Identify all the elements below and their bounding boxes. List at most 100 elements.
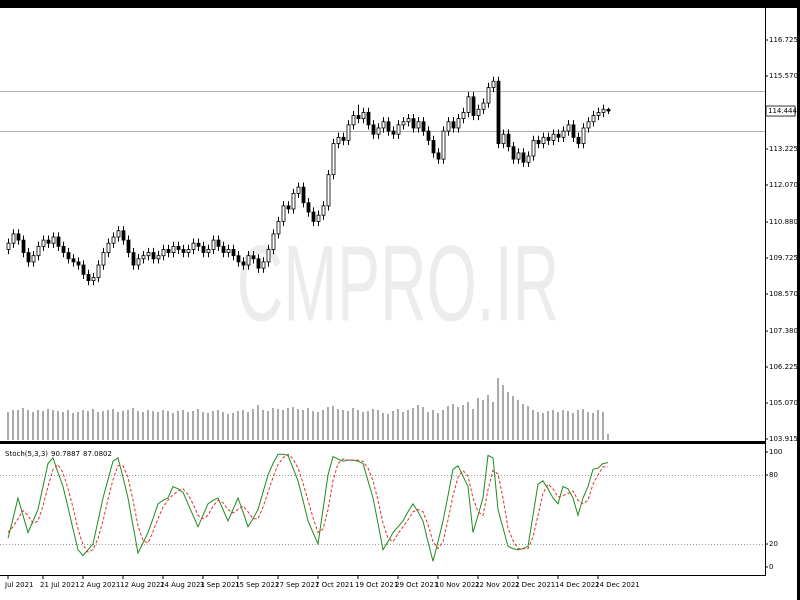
volume-bar (212, 411, 214, 440)
volume-bar (67, 410, 69, 440)
volume-bar (517, 400, 519, 440)
stoch-label: Stoch(5,3,3) 90.7887 87.0802 (5, 450, 112, 458)
candle-body (241, 261, 246, 266)
candle-body (496, 80, 501, 144)
candle-body (216, 239, 221, 247)
candle-body (211, 239, 216, 250)
candle-body (551, 133, 556, 141)
x-tick-label: 2 Dec 2021 (515, 581, 555, 589)
volume-bar (297, 409, 299, 440)
candle-body (561, 130, 566, 138)
candle-body (141, 255, 146, 260)
volume-bar (307, 408, 309, 440)
x-tick-label: 2 Aug 2021 (80, 581, 120, 589)
volume-bar (417, 405, 419, 440)
candle-body (296, 186, 301, 194)
volume-bar (337, 409, 339, 440)
candle-body (86, 273, 91, 282)
volume-bar (117, 412, 119, 440)
volume-bar (397, 409, 399, 440)
volume-bar (62, 412, 64, 440)
volume-bar (77, 412, 79, 440)
candle-body (111, 236, 116, 244)
volume-bar (607, 434, 609, 440)
volume-bar (402, 412, 404, 440)
candle-body (6, 242, 11, 250)
volume-bar (127, 410, 129, 440)
candle-body (171, 245, 176, 253)
stoch-k-value: 90.7887 (51, 450, 80, 458)
volume-bar (287, 408, 289, 440)
candle-body (326, 174, 331, 207)
volume-bar (232, 413, 234, 440)
volume-bar (17, 410, 19, 440)
volume-bar (167, 411, 169, 440)
volume-bar (602, 412, 604, 440)
candle-body (571, 124, 576, 138)
volume-bar (197, 409, 199, 440)
candle-body (396, 124, 401, 135)
stoch-k-line (7, 453, 609, 562)
volume-bar (487, 395, 489, 440)
x-tick-label: 7 Oct 2021 (315, 581, 354, 589)
y-tick-label: 105.070 (769, 399, 798, 407)
volume-bar (482, 400, 484, 440)
x-tick-label: Jul 2021 (4, 581, 34, 589)
candle-body (106, 242, 111, 253)
candle-body (261, 261, 266, 269)
y-tick-label: 100 (769, 448, 782, 456)
candle-body (596, 111, 601, 116)
x-tick-label: 14 Dec 2021 (555, 581, 600, 589)
candle-body (456, 118, 461, 129)
candle-body (601, 108, 606, 113)
volume-bar (372, 409, 374, 440)
candle-body (41, 239, 46, 247)
volume-bar (582, 409, 584, 440)
y-tick-label: 109.725 (769, 254, 798, 262)
candle-body (51, 236, 56, 244)
x-tick-label: 19 Oct 2021 (355, 581, 398, 589)
volume-bar (262, 410, 264, 440)
volume-bar (302, 410, 304, 440)
candle-body (191, 242, 196, 250)
candle-body (576, 136, 581, 144)
candle-body (376, 127, 381, 135)
candle-body (591, 115, 596, 123)
x-tick-label: 24 Aug 2021 (160, 581, 205, 589)
x-tick-label: 22 Nov 2021 (475, 581, 520, 589)
volume-bar (537, 412, 539, 440)
volume-bar (472, 409, 474, 440)
volume-bar (392, 411, 394, 440)
candle-body (316, 214, 321, 222)
volume-bar (57, 411, 59, 440)
volume-bar (492, 402, 494, 440)
candle-body (391, 130, 396, 135)
candle-body (526, 155, 531, 163)
volume-bar (437, 413, 439, 440)
volume-bar (382, 413, 384, 440)
candle-body (271, 233, 276, 250)
candle-body (436, 152, 441, 160)
volume-bar (32, 412, 34, 440)
volume-bar (567, 411, 569, 440)
volume-bar (572, 413, 574, 440)
y-tick-label: 103.915 (769, 435, 798, 443)
volume-bar (222, 412, 224, 440)
candle-body (281, 205, 286, 222)
x-tick-label: 24 Dec 2021 (595, 581, 640, 589)
candle-body (46, 239, 51, 244)
volume-bar (462, 405, 464, 440)
volume-bar (192, 411, 194, 440)
volume-bar (497, 378, 499, 440)
candle-body (31, 255, 36, 263)
volume-bar (457, 407, 459, 440)
candle-body (381, 121, 386, 129)
volume-bar (162, 410, 164, 440)
candle-body (291, 192, 296, 210)
candle-body (266, 249, 271, 263)
volume-bar (512, 396, 514, 440)
volume-bar (182, 410, 184, 440)
candle-body (331, 143, 336, 176)
candle-body (96, 264, 101, 278)
candle-body (131, 252, 136, 266)
